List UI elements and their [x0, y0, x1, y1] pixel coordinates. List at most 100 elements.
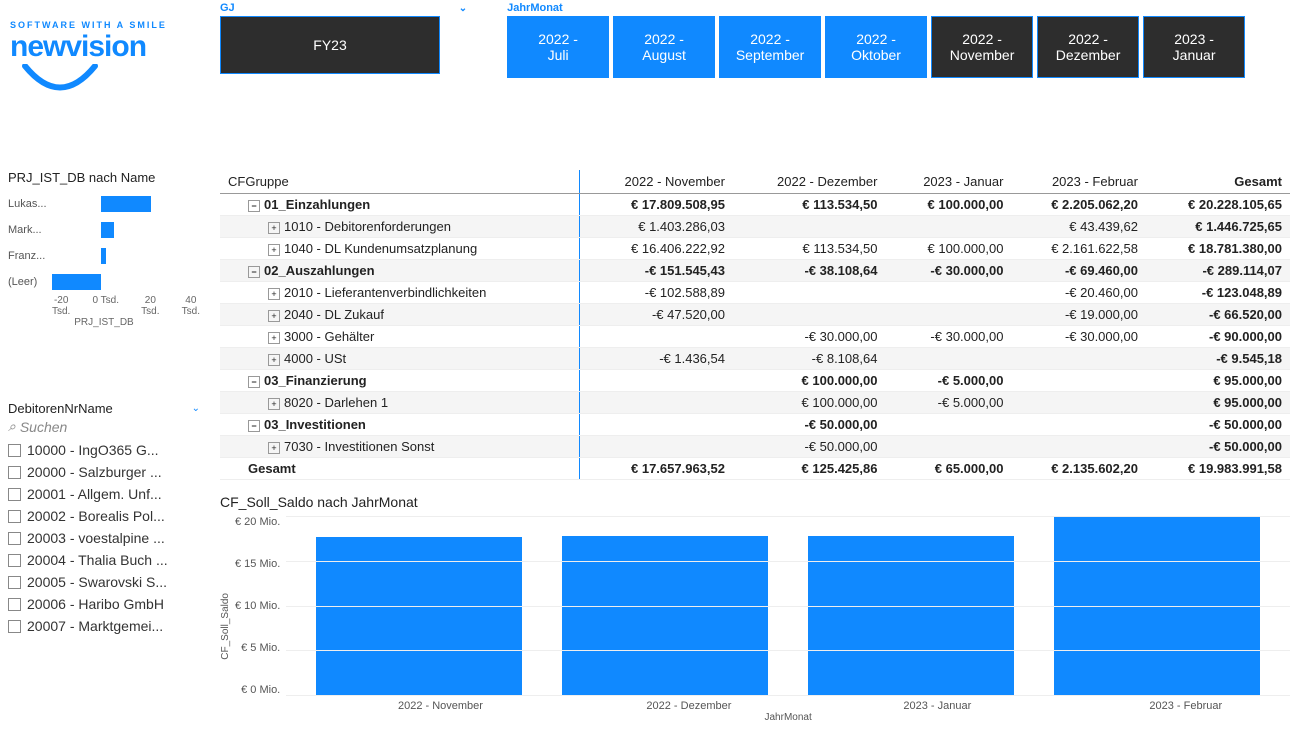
bar-xlabel: 2022 - Dezember [585, 696, 793, 712]
bar-ytick: € 0 Mio. [241, 684, 280, 696]
expand-icon[interactable]: − [248, 266, 260, 278]
table-cell [580, 370, 733, 392]
table-cell [580, 436, 733, 458]
table-cell: -€ 123.048,89 [1146, 282, 1290, 304]
table-cell: € 100.000,00 [733, 370, 885, 392]
table-cell: € 2.161.622,58 [1011, 238, 1146, 260]
table-row: +1040 - DL Kundenumsatzplanung€ 16.406.2… [220, 238, 1290, 260]
table-header[interactable]: 2022 - November [580, 170, 733, 194]
jahrmonat-tile[interactable]: 2022 -August [613, 16, 715, 78]
table-cell: -€ 5.000,00 [885, 392, 1011, 414]
table-cell: € 100.000,00 [885, 238, 1011, 260]
table-cell [580, 392, 733, 414]
bar-xlabel: 2023 - Februar [1082, 696, 1290, 712]
expand-icon[interactable]: − [248, 200, 260, 212]
gj-tile[interactable]: FY23 [220, 16, 440, 74]
logo: SOFTWARE WITH A SMILE newvision [10, 20, 180, 97]
mini-bar [101, 248, 106, 264]
expand-icon[interactable]: + [268, 288, 280, 300]
mini-bar-label: (Leer) [8, 276, 52, 288]
table-header[interactable]: Gesamt [1146, 170, 1290, 194]
expand-icon[interactable]: + [268, 244, 280, 256]
gj-slicer: GJ ⌄ FY23 [220, 2, 467, 78]
table-cell: -€ 151.545,43 [580, 260, 733, 282]
table-cell: -€ 5.000,00 [885, 370, 1011, 392]
debitor-filter-item[interactable]: 20007 - Marktgemei... [8, 615, 200, 637]
row-label: 03_Finanzierung [264, 373, 367, 388]
table-header[interactable]: CFGruppe [220, 170, 580, 194]
bar-y-label: CF_Soll_Saldo [220, 593, 231, 660]
table-cell: -€ 50.000,00 [733, 436, 885, 458]
expand-icon[interactable]: − [248, 420, 260, 432]
checkbox-icon [8, 510, 21, 523]
table-cell [885, 282, 1011, 304]
table-cell: € 20.228.105,65 [1146, 194, 1290, 216]
bar-ytick: € 20 Mio. [235, 516, 280, 528]
row-label: 3000 - Gehälter [284, 329, 374, 344]
expand-icon[interactable]: + [268, 332, 280, 344]
jahrmonat-tile[interactable]: 2022 -Dezember [1037, 16, 1139, 78]
checkbox-icon [8, 620, 21, 633]
table-cell: -€ 30.000,00 [885, 260, 1011, 282]
bar-ytick: € 10 Mio. [235, 600, 280, 612]
search-placeholder: Suchen [20, 419, 67, 435]
table-cell: € 113.534,50 [733, 194, 885, 216]
checkbox-icon [8, 444, 21, 457]
table-cell: -€ 30.000,00 [885, 326, 1011, 348]
bar-ytick: € 5 Mio. [241, 642, 280, 654]
expand-icon[interactable]: − [248, 376, 260, 388]
jahrmonat-tile[interactable]: 2022 -Juli [507, 16, 609, 78]
jahrmonat-tile[interactable]: 2022 -Oktober [825, 16, 927, 78]
table-cell: € 43.439,62 [1011, 216, 1146, 238]
debitor-filter-item[interactable]: 10000 - IngO365 G... [8, 439, 200, 461]
chevron-down-icon[interactable]: ⌄ [192, 403, 200, 414]
table-row: +2010 - Lieferantenverbindlichkeiten -€ 1… [220, 282, 1290, 304]
table-cell: € 65.000,00 [885, 458, 1011, 480]
checkbox-icon [8, 554, 21, 567]
debitor-filter-list: 10000 - IngO365 G...20000 - Salzburger .… [8, 439, 200, 637]
expand-icon[interactable]: + [268, 222, 280, 234]
checkbox-icon [8, 576, 21, 589]
table-cell: -€ 90.000,00 [1146, 326, 1290, 348]
row-label: 03_Investitionen [264, 417, 366, 432]
debitor-filter-item[interactable]: 20001 - Allgem. Unf... [8, 483, 200, 505]
jahrmonat-tile[interactable]: 2023 -Januar [1143, 16, 1245, 78]
chevron-down-icon[interactable]: ⌄ [459, 3, 467, 14]
row-label: 8020 - Darlehen 1 [284, 395, 388, 410]
table-cell: € 100.000,00 [733, 392, 885, 414]
mini-bar [101, 196, 150, 212]
table-header[interactable]: 2023 - Februar [1011, 170, 1146, 194]
expand-icon[interactable]: + [268, 354, 280, 366]
expand-icon[interactable]: + [268, 398, 280, 410]
expand-icon[interactable]: + [268, 310, 280, 322]
row-label: 7030 - Investitionen Sonst [284, 439, 434, 454]
mini-bar-label: Lukas... [8, 198, 52, 210]
search-input[interactable]: ⌕ Suchen [8, 416, 200, 437]
table-header[interactable]: 2022 - Dezember [733, 170, 885, 194]
debitor-filter-item[interactable]: 20006 - Haribo GmbH [8, 593, 200, 615]
table-cell: € 1.403.286,03 [580, 216, 733, 238]
debitor-filter-item[interactable]: 20002 - Borealis Pol... [8, 505, 200, 527]
table-row: −03_Investitionen-€ 50.000,00-€ 50.000,0… [220, 414, 1290, 436]
table-cell [733, 216, 885, 238]
expand-icon[interactable]: + [268, 442, 280, 454]
debitor-filter-item[interactable]: 20003 - voestalpine ... [8, 527, 200, 549]
table-header[interactable]: 2023 - Januar [885, 170, 1011, 194]
smile-icon [10, 64, 110, 94]
debitor-filter-item[interactable]: 20005 - Swarovski S... [8, 571, 200, 593]
table-cell [1011, 348, 1146, 370]
bar-xlabel: 2023 - Januar [833, 696, 1041, 712]
jahrmonat-tile[interactable]: 2022 -November [931, 16, 1033, 78]
bar-xlabel: 2022 - November [336, 696, 544, 712]
table-cell: -€ 66.520,00 [1146, 304, 1290, 326]
debitor-filter-item[interactable]: 20000 - Salzburger ... [8, 461, 200, 483]
debitor-filter-item[interactable]: 20004 - Thalia Buch ... [8, 549, 200, 571]
table-row: Gesamt€ 17.657.963,52€ 125.425,86€ 65.00… [220, 458, 1290, 480]
table-cell [1011, 414, 1146, 436]
row-label: 1010 - Debitorenforderungen [284, 219, 451, 234]
row-label: 2010 - Lieferantenverbindlichkeiten [284, 285, 486, 300]
mini-bar [101, 222, 113, 238]
table-cell [1011, 392, 1146, 414]
table-cell: -€ 19.000,00 [1011, 304, 1146, 326]
jahrmonat-tile[interactable]: 2022 -September [719, 16, 821, 78]
